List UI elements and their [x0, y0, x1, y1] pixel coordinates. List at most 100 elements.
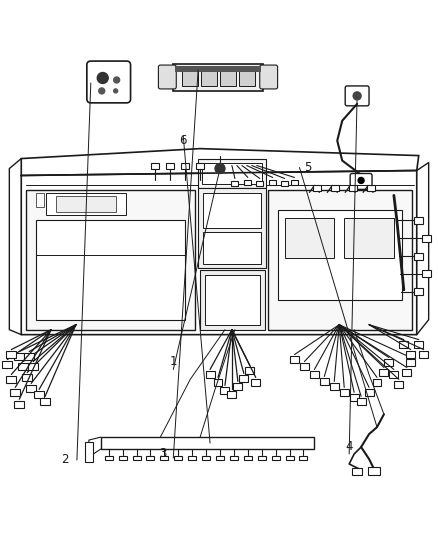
Text: 3: 3 — [160, 447, 167, 459]
Circle shape — [97, 72, 108, 84]
Bar — [414, 288, 423, 295]
Bar — [26, 385, 36, 392]
Bar — [26, 190, 195, 330]
Bar — [406, 359, 415, 366]
Bar — [419, 351, 428, 358]
Bar — [152, 163, 159, 168]
Bar — [278, 211, 402, 300]
Bar — [14, 401, 24, 408]
Bar — [414, 341, 423, 348]
Bar — [11, 389, 20, 396]
Bar — [368, 467, 380, 475]
Bar — [214, 379, 223, 386]
Bar — [231, 181, 238, 186]
Circle shape — [99, 88, 105, 94]
Text: 6: 6 — [180, 134, 187, 147]
Bar — [367, 185, 375, 191]
Bar — [173, 64, 263, 91]
Bar — [272, 456, 279, 461]
Bar — [24, 353, 34, 360]
Bar — [202, 163, 262, 184]
Bar — [174, 456, 182, 461]
Bar — [7, 351, 16, 358]
Bar — [220, 387, 230, 394]
Bar — [230, 456, 238, 461]
Bar — [227, 391, 237, 398]
Bar — [414, 217, 423, 224]
Bar — [244, 180, 251, 185]
Bar — [240, 375, 248, 382]
Bar — [385, 359, 393, 366]
Bar — [314, 185, 321, 191]
Bar — [281, 181, 288, 186]
Bar — [166, 163, 174, 168]
Bar — [344, 218, 394, 258]
Text: 5: 5 — [304, 161, 312, 174]
FancyBboxPatch shape — [159, 65, 176, 89]
Bar — [198, 158, 266, 188]
Bar — [233, 383, 242, 390]
Bar — [7, 376, 16, 383]
Bar — [28, 363, 38, 370]
Bar — [286, 456, 293, 461]
Bar — [105, 456, 113, 461]
Bar — [119, 456, 127, 461]
Bar — [349, 185, 357, 191]
Bar — [205, 275, 260, 325]
Bar — [245, 367, 254, 374]
Bar — [202, 456, 210, 461]
Bar — [244, 456, 252, 461]
Bar — [14, 353, 24, 360]
Bar — [198, 188, 266, 268]
Bar — [300, 363, 309, 370]
Bar — [205, 371, 215, 378]
Circle shape — [114, 77, 120, 83]
Bar — [373, 379, 381, 386]
Bar — [320, 378, 329, 385]
Bar — [160, 456, 168, 461]
Bar — [22, 374, 32, 381]
Bar — [269, 180, 276, 185]
Bar — [285, 218, 334, 258]
Bar — [422, 235, 431, 241]
Circle shape — [114, 89, 118, 93]
Bar — [352, 469, 362, 475]
Bar — [394, 381, 403, 388]
Bar — [36, 193, 44, 207]
Bar — [364, 389, 374, 396]
Bar — [188, 456, 196, 461]
Bar — [133, 456, 141, 461]
Bar — [340, 389, 349, 396]
Bar — [201, 70, 217, 86]
Bar — [182, 70, 198, 86]
Bar — [256, 181, 263, 186]
FancyBboxPatch shape — [345, 86, 369, 106]
Text: 1: 1 — [170, 355, 177, 368]
Bar — [300, 456, 307, 461]
Bar — [36, 220, 185, 320]
Bar — [330, 383, 339, 390]
Bar — [239, 70, 255, 86]
Bar — [350, 394, 359, 401]
Bar — [34, 391, 44, 398]
Bar — [46, 193, 126, 215]
Bar — [268, 190, 412, 330]
Bar — [290, 356, 299, 363]
Bar — [258, 456, 266, 461]
Bar — [146, 456, 155, 461]
Bar — [200, 270, 265, 330]
Bar — [18, 363, 28, 370]
Circle shape — [358, 177, 364, 183]
Bar — [175, 66, 261, 72]
Bar — [220, 70, 236, 86]
Bar — [216, 456, 224, 461]
Bar — [357, 398, 366, 405]
Circle shape — [215, 164, 225, 173]
Bar — [85, 442, 93, 462]
Bar — [399, 341, 408, 348]
Bar — [291, 180, 298, 185]
Bar — [331, 185, 339, 191]
Bar — [422, 270, 431, 278]
Text: 4: 4 — [346, 440, 353, 453]
Bar — [203, 193, 261, 228]
